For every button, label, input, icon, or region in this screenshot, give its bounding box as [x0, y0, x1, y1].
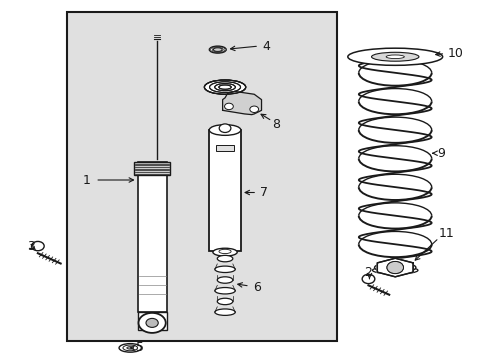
Ellipse shape: [371, 52, 418, 61]
Circle shape: [31, 242, 44, 251]
Ellipse shape: [372, 267, 417, 274]
Circle shape: [249, 106, 258, 112]
Ellipse shape: [213, 48, 222, 51]
Ellipse shape: [374, 262, 415, 273]
Ellipse shape: [219, 249, 231, 253]
Circle shape: [146, 318, 158, 327]
Text: 8: 8: [271, 118, 280, 131]
Circle shape: [224, 103, 233, 110]
Polygon shape: [377, 258, 412, 277]
Circle shape: [138, 313, 165, 333]
Ellipse shape: [126, 347, 133, 349]
Text: 7: 7: [260, 186, 267, 199]
Ellipse shape: [217, 255, 232, 262]
Text: 5: 5: [136, 341, 143, 354]
Ellipse shape: [122, 345, 137, 351]
Text: 6: 6: [252, 281, 260, 294]
Ellipse shape: [386, 55, 404, 59]
Ellipse shape: [212, 248, 237, 256]
FancyBboxPatch shape: [216, 145, 233, 152]
Ellipse shape: [214, 266, 235, 273]
Text: 10: 10: [447, 47, 463, 60]
FancyBboxPatch shape: [137, 312, 166, 330]
Circle shape: [386, 261, 403, 274]
Circle shape: [362, 274, 374, 284]
Text: 9: 9: [437, 147, 445, 160]
Polygon shape: [377, 258, 412, 277]
Text: 4: 4: [262, 40, 270, 53]
Polygon shape: [222, 91, 261, 114]
Text: 3: 3: [26, 240, 35, 253]
Ellipse shape: [119, 343, 141, 352]
Ellipse shape: [209, 46, 226, 53]
Circle shape: [386, 261, 403, 274]
FancyBboxPatch shape: [67, 12, 336, 341]
FancyBboxPatch shape: [134, 162, 170, 175]
Ellipse shape: [214, 309, 235, 315]
Text: 2: 2: [364, 266, 372, 279]
FancyBboxPatch shape: [209, 130, 241, 251]
Ellipse shape: [209, 125, 241, 135]
Ellipse shape: [347, 48, 442, 65]
Text: 11: 11: [438, 227, 453, 240]
Ellipse shape: [214, 288, 235, 294]
Ellipse shape: [204, 80, 245, 94]
Text: 1: 1: [82, 174, 90, 186]
Circle shape: [219, 124, 230, 132]
Ellipse shape: [217, 298, 232, 305]
Ellipse shape: [217, 277, 232, 283]
FancyBboxPatch shape: [137, 162, 166, 312]
